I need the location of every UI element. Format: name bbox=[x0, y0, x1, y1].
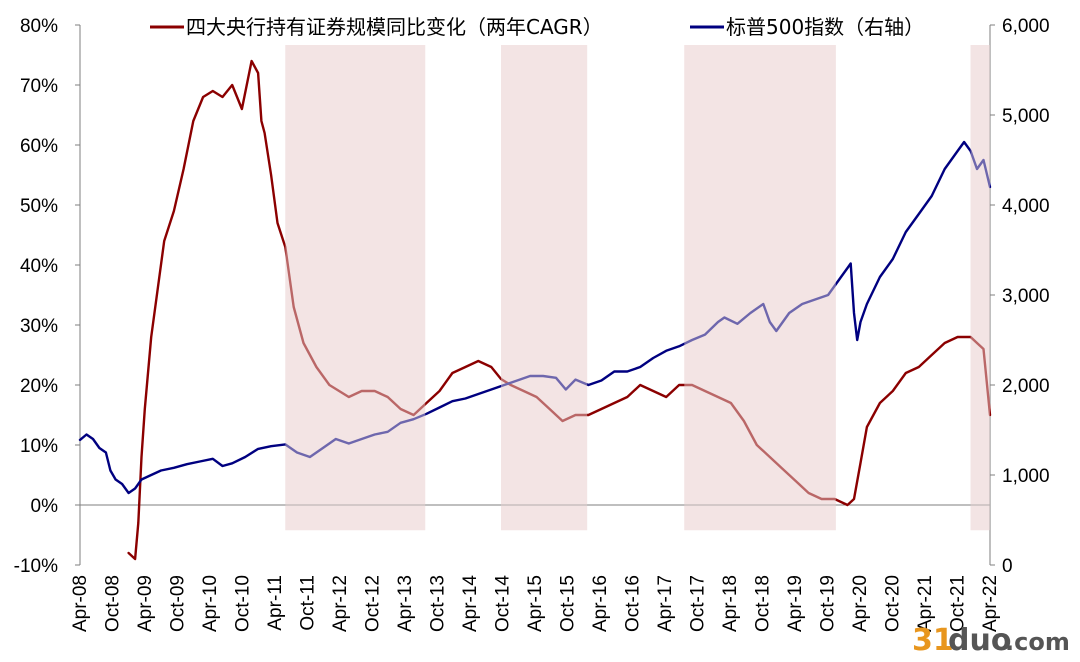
legend: 四大央行持有证券规模同比变化（两年CAGR） 标普500指数（右轴） bbox=[150, 15, 924, 39]
x-tick-label-22: Apr-19 bbox=[785, 575, 806, 632]
x-tick-label-16: Apr-16 bbox=[590, 575, 611, 632]
shading-overlay bbox=[285, 45, 990, 531]
shaded-periods bbox=[285, 45, 990, 531]
x-tick-label-23: Oct-19 bbox=[818, 575, 839, 632]
watermark: 31 duo .com bbox=[912, 623, 1070, 658]
x-tick-label-6: Apr-11 bbox=[265, 575, 286, 631]
right-tick-label-6: 6,000 bbox=[1002, 16, 1050, 37]
x-tick-label-28: Apr-22 bbox=[980, 575, 1001, 632]
left-tick-label-4: 30% bbox=[20, 316, 58, 337]
x-tick-label-3: Oct-09 bbox=[168, 575, 189, 632]
right-tick-label-5: 5,000 bbox=[1002, 106, 1050, 127]
watermark-suffix: duo bbox=[948, 623, 1011, 658]
x-tick-label-15: Oct-15 bbox=[558, 575, 579, 632]
shaded-period-1 bbox=[500, 45, 588, 531]
x-tick-label-19: Oct-17 bbox=[688, 575, 709, 632]
x-tick-label-1: Oct-08 bbox=[103, 575, 124, 632]
x-tick-label-24: Apr-20 bbox=[850, 575, 871, 632]
x-tick-label-20: Apr-18 bbox=[720, 575, 741, 632]
x-tick-label-26: Apr-21 bbox=[915, 575, 936, 632]
x-axis-tick-labels: Apr-08 Oct-08 Apr-09 Oct-09 Apr-10 Oct-10 Apr-… bbox=[70, 575, 1001, 632]
left-tick-label-9: 80% bbox=[20, 16, 58, 37]
left-tick-label-0: -10% bbox=[14, 556, 58, 577]
shaded-period-overlay-0 bbox=[285, 45, 426, 531]
x-tick-label-17: Oct-16 bbox=[623, 575, 644, 632]
left-tick-label-6: 50% bbox=[20, 196, 58, 217]
right-tick-label-2: 2,000 bbox=[1002, 376, 1050, 397]
x-tick-label-18: Apr-17 bbox=[655, 575, 676, 632]
shaded-period-0 bbox=[285, 45, 426, 531]
x-tick-label-2: Apr-09 bbox=[135, 575, 156, 632]
left-tick-label-2: 10% bbox=[20, 436, 58, 457]
shaded-period-overlay-3 bbox=[970, 45, 990, 531]
x-tick-label-8: Apr-12 bbox=[330, 575, 351, 632]
x-tick-label-12: Apr-14 bbox=[460, 575, 481, 632]
right-tick-label-3: 3,000 bbox=[1002, 286, 1050, 307]
x-tick-label-7: Oct-11 bbox=[298, 575, 319, 631]
right-tick-label-0: 0 bbox=[1002, 556, 1013, 577]
x-tick-label-4: Apr-10 bbox=[200, 575, 221, 632]
x-tick-label-21: Oct-18 bbox=[753, 575, 774, 632]
left-tick-label-8: 70% bbox=[20, 76, 58, 97]
watermark-tld: .com bbox=[1005, 628, 1070, 656]
right-tick-label-4: 4,000 bbox=[1002, 196, 1050, 217]
series-line-1 bbox=[78, 140, 992, 495]
left-axis-tick-labels: -10% 0% 10% 20% 30% 40% 50% 60% 70% 80% bbox=[14, 16, 58, 577]
x-tick-label-25: Oct-20 bbox=[883, 575, 904, 632]
axes bbox=[75, 24, 995, 566]
x-tick-label-9: Oct-12 bbox=[363, 575, 384, 632]
left-tick-label-3: 20% bbox=[20, 376, 58, 397]
shaded-period-overlay-2 bbox=[684, 45, 836, 531]
watermark-prefix: 31 bbox=[912, 623, 954, 658]
shaded-period-overlay-1 bbox=[500, 45, 588, 531]
left-tick-label-7: 60% bbox=[20, 136, 58, 157]
left-tick-label-1: 0% bbox=[31, 496, 59, 517]
right-axis-tick-labels: 0 1,000 2,000 3,000 4,000 5,000 6,000 bbox=[1002, 16, 1050, 577]
x-tick-label-10: Apr-13 bbox=[395, 575, 416, 632]
right-tick-label-1: 1,000 bbox=[1002, 466, 1050, 487]
x-tick-label-11: Oct-13 bbox=[428, 575, 449, 632]
series-line-0 bbox=[127, 59, 992, 561]
series-lines bbox=[78, 59, 992, 561]
x-tick-label-13: Oct-14 bbox=[493, 575, 514, 632]
legend-label-0: 四大央行持有证券规模同比变化（两年CAGR） bbox=[186, 15, 603, 39]
x-tick-label-5: Oct-10 bbox=[233, 575, 254, 632]
x-tick-label-27: Oct-21 bbox=[948, 575, 969, 632]
x-tick-label-0: Apr-08 bbox=[70, 575, 91, 632]
left-tick-label-5: 40% bbox=[20, 256, 58, 277]
x-tick-label-14: Apr-15 bbox=[525, 575, 546, 632]
legend-label-1: 标普500指数（右轴） bbox=[726, 15, 924, 39]
